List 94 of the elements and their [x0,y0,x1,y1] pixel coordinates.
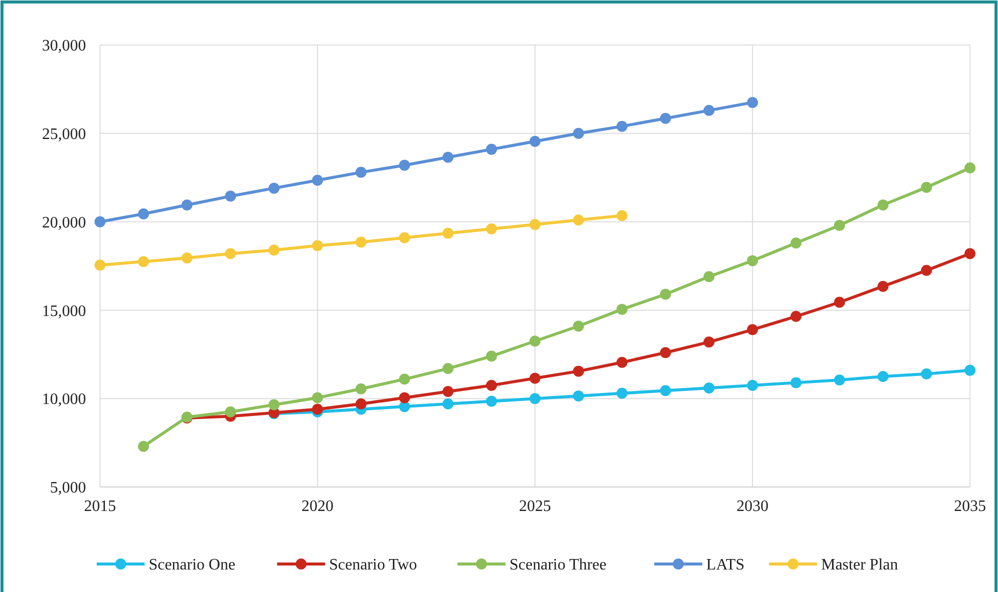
point [573,128,584,139]
point [878,280,888,292]
point [268,399,280,410]
y-tick-label: 20,000 [42,214,86,232]
point [138,208,149,220]
point [486,380,497,391]
point [94,260,106,271]
point [225,190,236,202]
point [530,218,540,230]
point [616,304,628,315]
x-tick-label: 2020 [302,498,334,515]
legend-label: Scenario Three [510,556,606,574]
point [312,240,323,252]
point [486,223,497,234]
point [790,238,802,249]
legend-label: Scenario Two [329,556,418,574]
point [182,200,192,211]
point [356,398,366,410]
point [704,271,714,282]
point [399,401,410,412]
point [573,366,584,377]
point [442,386,454,398]
point [356,236,366,248]
point [878,200,888,211]
point [442,363,454,374]
point [790,310,802,322]
point [616,356,628,368]
point [399,392,410,404]
point [704,336,714,348]
point [356,166,366,178]
y-tick-label: 15,000 [42,302,86,320]
point [486,396,497,407]
point [225,406,236,418]
point [312,404,323,415]
point [94,216,106,228]
legend-label: Master Plan [821,556,898,574]
point [399,374,410,385]
point [921,368,932,380]
x-tick-label: 2035 [954,498,986,515]
point [530,393,540,404]
point [964,162,976,174]
point [530,372,540,384]
y-tick-label: 30,000 [42,38,86,55]
y-tick-label: 10,000 [42,391,86,408]
point [312,392,323,404]
point [530,136,540,147]
legend-label: Scenario One [148,556,236,574]
point [486,350,497,362]
point [834,220,845,231]
point [921,182,932,193]
point [399,160,410,171]
point [268,182,280,194]
y-tick-label: 25,000 [42,126,86,143]
point [616,120,628,132]
point [573,390,584,402]
point [442,228,454,239]
point [225,248,236,260]
point [530,336,540,347]
point [660,385,671,396]
point [747,255,758,266]
point [790,377,802,388]
y-tick-label: 5,000 [50,480,86,497]
point [356,383,366,394]
point [268,244,280,256]
legend-label: LATS [706,556,745,574]
point [573,320,584,332]
x-tick-label: 2025 [519,498,551,515]
point [616,210,628,222]
point [486,144,497,155]
point [312,174,323,186]
x-tick-label: 2030 [736,498,768,515]
point [747,380,758,391]
point [834,374,845,386]
point [138,440,149,452]
point [182,252,192,264]
x-tick-label: 2015 [84,498,116,515]
point [138,256,149,268]
point [747,96,758,108]
point [834,296,845,308]
point [878,371,888,382]
point [964,364,976,376]
point [747,324,758,336]
point [921,264,932,276]
point [616,388,628,399]
point [704,104,714,116]
point [660,288,671,300]
point [660,347,671,358]
point [704,382,714,394]
point [442,152,454,163]
point [442,398,454,410]
point [660,112,671,124]
point [399,232,410,244]
point [573,214,584,226]
point [964,248,976,260]
